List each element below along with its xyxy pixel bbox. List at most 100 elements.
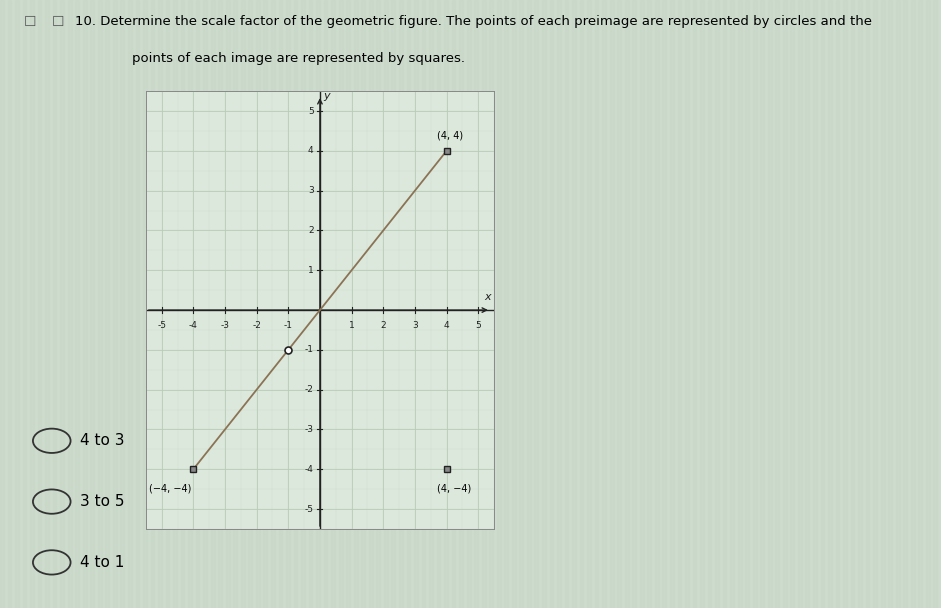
- Bar: [233, 0, 237, 608]
- Bar: [798, 0, 802, 608]
- Bar: [203, 0, 207, 608]
- Text: 2: 2: [308, 226, 313, 235]
- Bar: [640, 0, 644, 608]
- Bar: [151, 0, 154, 608]
- Bar: [790, 0, 794, 608]
- Bar: [181, 0, 184, 608]
- Bar: [519, 0, 523, 608]
- Bar: [866, 0, 869, 608]
- Text: ☐: ☐: [52, 15, 64, 29]
- Bar: [497, 0, 501, 608]
- Bar: [580, 0, 583, 608]
- Bar: [15, 0, 19, 608]
- Bar: [745, 0, 749, 608]
- Bar: [68, 0, 72, 608]
- Bar: [316, 0, 320, 608]
- Bar: [218, 0, 222, 608]
- Text: 10. Determine the scale factor of the geometric figure. The points of each preim: 10. Determine the scale factor of the ge…: [75, 15, 872, 28]
- Bar: [685, 0, 689, 608]
- Bar: [911, 0, 915, 608]
- Bar: [429, 0, 433, 608]
- Bar: [715, 0, 719, 608]
- Bar: [384, 0, 388, 608]
- Text: 5: 5: [308, 106, 313, 116]
- Bar: [625, 0, 629, 608]
- Bar: [75, 0, 79, 608]
- Bar: [655, 0, 659, 608]
- Bar: [632, 0, 636, 608]
- Bar: [331, 0, 335, 608]
- Bar: [248, 0, 252, 608]
- Bar: [858, 0, 862, 608]
- Bar: [361, 0, 365, 608]
- Bar: [38, 0, 41, 608]
- Bar: [45, 0, 49, 608]
- Bar: [602, 0, 606, 608]
- Bar: [550, 0, 553, 608]
- Bar: [339, 0, 343, 608]
- Bar: [196, 0, 199, 608]
- Bar: [572, 0, 576, 608]
- Text: -4: -4: [189, 321, 198, 330]
- Bar: [422, 0, 425, 608]
- Bar: [120, 0, 124, 608]
- Bar: [933, 0, 937, 608]
- Bar: [60, 0, 64, 608]
- Bar: [504, 0, 508, 608]
- Bar: [828, 0, 832, 608]
- Text: 5: 5: [475, 321, 481, 330]
- Text: 1: 1: [308, 266, 313, 275]
- Bar: [903, 0, 907, 608]
- Bar: [467, 0, 470, 608]
- Text: x: x: [485, 292, 491, 302]
- Bar: [557, 0, 561, 608]
- Bar: [437, 0, 440, 608]
- Bar: [8, 0, 11, 608]
- Bar: [918, 0, 922, 608]
- Bar: [444, 0, 448, 608]
- Bar: [271, 0, 275, 608]
- Bar: [83, 0, 87, 608]
- Bar: [693, 0, 696, 608]
- Bar: [128, 0, 132, 608]
- Bar: [730, 0, 734, 608]
- Bar: [542, 0, 546, 608]
- Bar: [105, 0, 109, 608]
- Text: 4: 4: [308, 147, 313, 156]
- Text: 4 to 3: 4 to 3: [80, 434, 124, 448]
- Text: -1: -1: [284, 321, 293, 330]
- Text: 3 to 5: 3 to 5: [80, 494, 124, 509]
- Text: (4, 4): (4, 4): [437, 131, 463, 141]
- Text: -4: -4: [305, 465, 313, 474]
- Bar: [256, 0, 260, 608]
- Bar: [301, 0, 305, 608]
- Bar: [369, 0, 373, 608]
- Bar: [211, 0, 215, 608]
- Bar: [527, 0, 531, 608]
- Bar: [226, 0, 230, 608]
- Bar: [0, 0, 4, 608]
- Bar: [647, 0, 651, 608]
- Bar: [565, 0, 568, 608]
- Bar: [881, 0, 885, 608]
- Bar: [279, 0, 282, 608]
- Bar: [294, 0, 297, 608]
- Bar: [324, 0, 327, 608]
- Bar: [30, 0, 34, 608]
- Bar: [896, 0, 900, 608]
- Bar: [926, 0, 930, 608]
- Bar: [263, 0, 267, 608]
- Bar: [610, 0, 614, 608]
- Bar: [512, 0, 516, 608]
- Bar: [805, 0, 809, 608]
- Bar: [821, 0, 824, 608]
- Bar: [534, 0, 538, 608]
- Text: -2: -2: [252, 321, 261, 330]
- Text: -2: -2: [305, 385, 313, 394]
- Text: y: y: [323, 91, 329, 101]
- Text: 1: 1: [349, 321, 355, 330]
- Bar: [158, 0, 162, 608]
- Bar: [90, 0, 94, 608]
- Bar: [23, 0, 26, 608]
- Bar: [53, 0, 56, 608]
